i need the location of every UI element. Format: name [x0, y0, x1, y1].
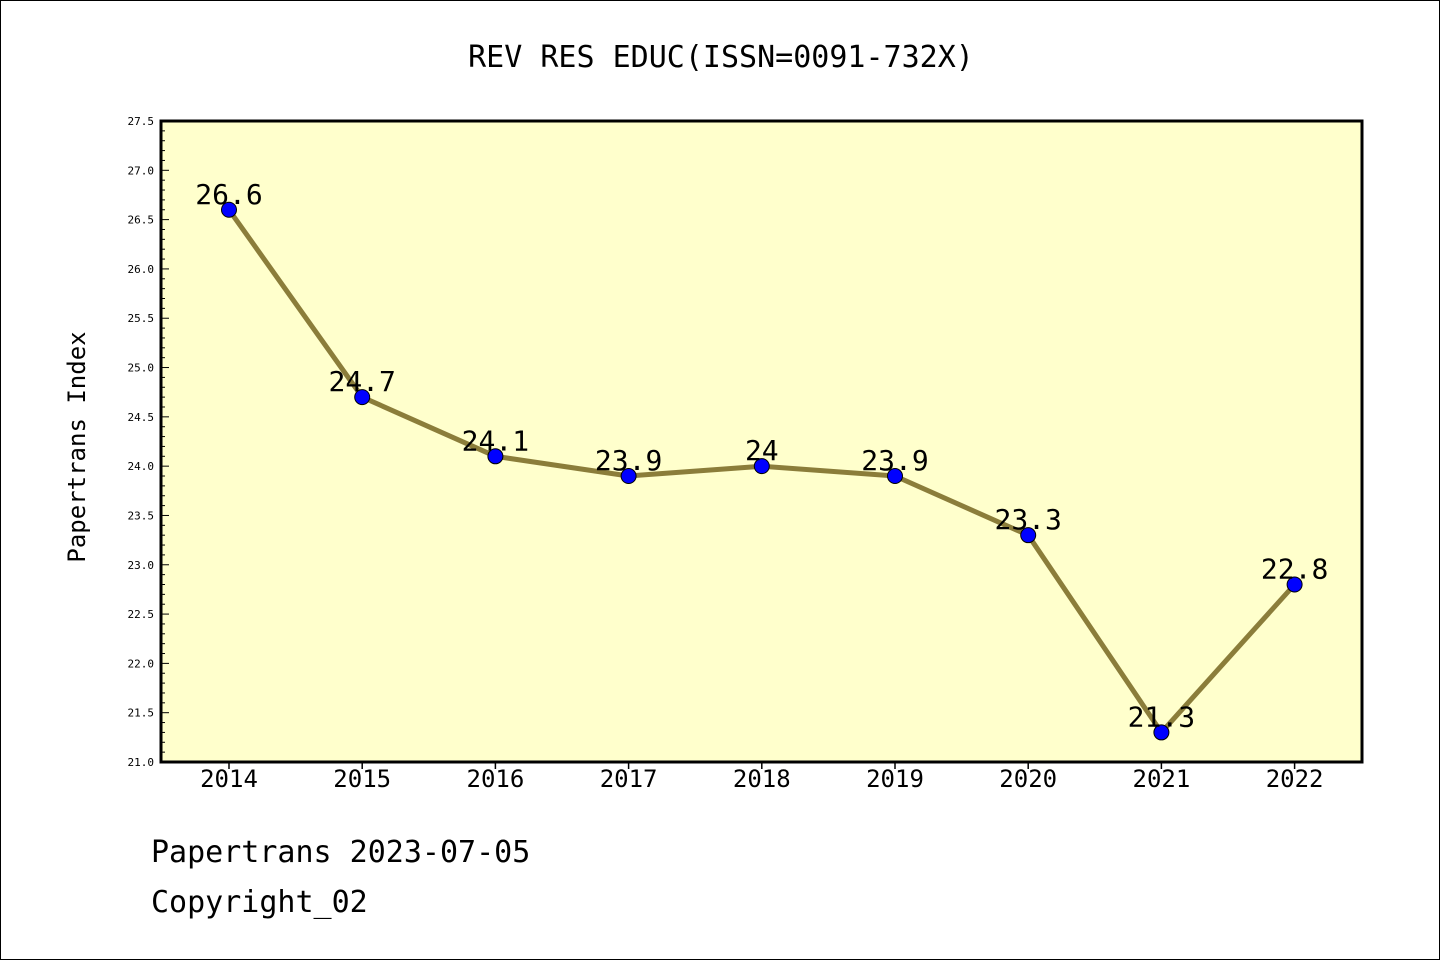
y-tick-label: 24.0 [128, 460, 155, 473]
y-tick-label: 21.0 [128, 756, 155, 769]
data-label: 21.3 [1128, 700, 1195, 733]
x-tick-label: 2017 [600, 765, 658, 793]
data-point [753, 458, 770, 475]
data-label: 23.9 [595, 444, 662, 477]
data-label: 24.1 [462, 424, 529, 457]
x-tick-label: 2014 [200, 765, 258, 793]
x-tick-label: 2019 [866, 765, 924, 793]
x-tick-label: 2022 [1266, 765, 1324, 793]
y-tick-label: 27.0 [128, 164, 155, 177]
y-tick-label: 22.5 [128, 608, 155, 621]
y-tick-label: 24.5 [128, 411, 155, 424]
data-point [1153, 724, 1170, 741]
y-tick-label: 27.5 [128, 115, 155, 128]
data-point [1286, 576, 1303, 593]
footer-copyright-text: Copyright_02 [151, 885, 368, 920]
data-label: 23.9 [861, 444, 928, 477]
chart-title: REV RES EDUC(ISSN=0091-732X) [468, 40, 974, 75]
y-tick-label: 21.5 [128, 707, 155, 720]
footer-source-text: Papertrans 2023-07-05 [151, 835, 531, 870]
plot-area [161, 121, 1362, 762]
y-tick-label: 26.5 [128, 214, 155, 227]
data-point [620, 468, 637, 485]
data-label: 26.6 [195, 178, 262, 211]
y-tick-label: 25.5 [128, 312, 155, 325]
x-tick-label: 2020 [999, 765, 1057, 793]
x-tick-label: 2016 [467, 765, 525, 793]
data-point [221, 201, 237, 218]
y-tick-label: 25.0 [128, 362, 155, 375]
y-tick-label: 22.0 [128, 657, 155, 670]
y-tick-label: 23.5 [128, 509, 155, 522]
x-tick-label: 2021 [1133, 765, 1191, 793]
data-point [487, 448, 504, 465]
data-point [1020, 527, 1037, 544]
data-label: 24 [745, 434, 779, 467]
plot-border [159, 119, 1364, 764]
data-label: 22.8 [1261, 552, 1328, 585]
data-label: 24.7 [328, 365, 395, 398]
x-tick-label: 2015 [333, 765, 391, 793]
y-tick-label: 23.0 [128, 559, 155, 572]
y-axis-label: Papertrans Index [63, 331, 91, 562]
y-tick-label: 26.0 [128, 263, 155, 276]
data-label: 23.3 [994, 503, 1061, 536]
data-point [354, 389, 371, 406]
x-tick-label: 2018 [733, 765, 791, 793]
data-point [887, 468, 903, 485]
